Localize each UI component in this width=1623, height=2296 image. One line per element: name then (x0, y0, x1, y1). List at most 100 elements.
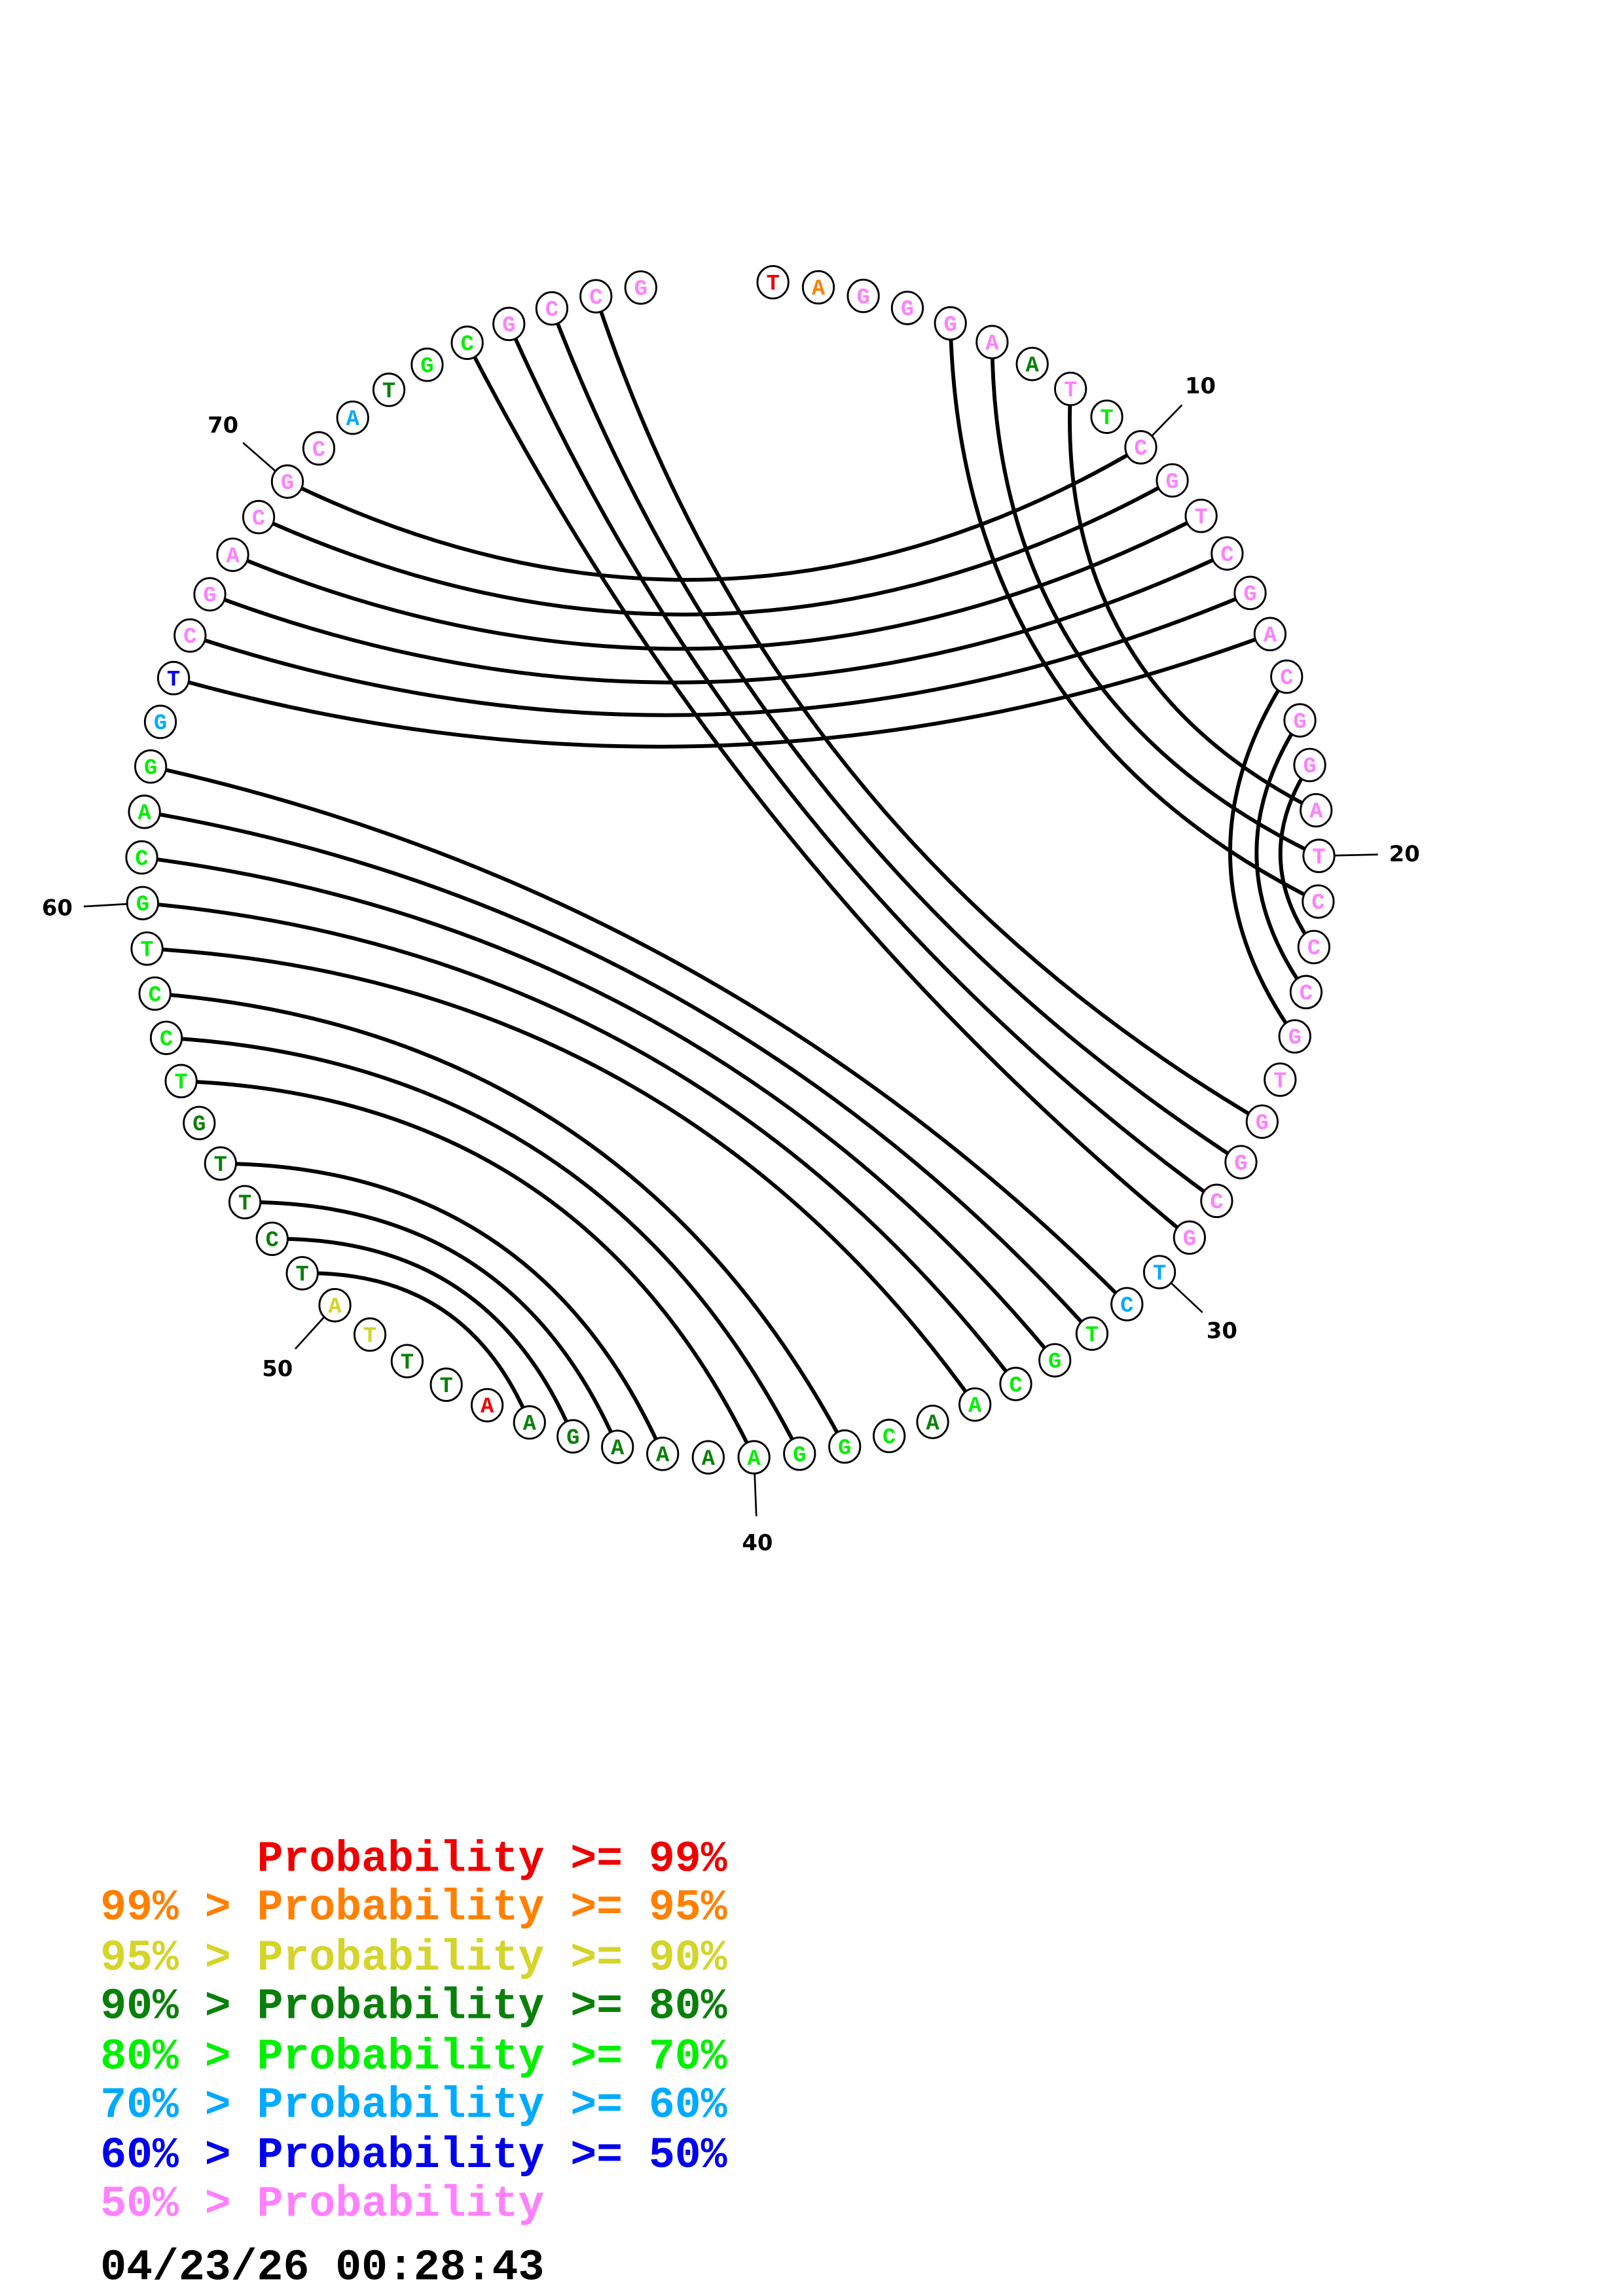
nucleotide: A (691, 1440, 725, 1475)
nucleotide-letter: C (1300, 982, 1313, 1007)
nucleotide: G (410, 348, 444, 382)
nucleotide: G (183, 1105, 216, 1141)
nucleotide-letter: A (523, 1412, 537, 1437)
legend-prefix: 50% > (100, 2180, 257, 2229)
nucleotide-letter: C (160, 1028, 173, 1052)
nucleotide-circle (1142, 1255, 1176, 1289)
nucleotide: C (999, 1367, 1032, 1401)
nucleotide: G (270, 464, 304, 499)
nucleotide-letter: T (766, 272, 779, 296)
nucleotide: G (934, 306, 967, 341)
nucleotide-circle (1293, 747, 1326, 783)
nucleotide: G (1293, 747, 1326, 783)
nucleotide: G (847, 278, 880, 314)
nucleotide: G (1283, 703, 1317, 738)
nucleotide-letter: T (1273, 1069, 1286, 1094)
nucleotide-letter: T (363, 1324, 376, 1349)
nucleotide-circle (1038, 1343, 1072, 1378)
nucleotide-letter: G (1288, 1026, 1302, 1051)
position-label: 30 (1207, 1318, 1237, 1343)
nucleotide: G (783, 1436, 816, 1471)
base-pair-arc (155, 992, 847, 1448)
nucleotide-circle (801, 270, 835, 305)
base-pair-arc (220, 1161, 665, 1455)
base-pair-arc (594, 295, 1264, 1124)
nucleotide: A (801, 270, 835, 305)
nucleotide: T (1090, 399, 1123, 434)
nucleotide: T (756, 264, 790, 300)
nucleotide-letter: T (1153, 1262, 1166, 1287)
nucleotide-letter: A (226, 545, 240, 569)
nucleotide-letter: T (1312, 846, 1325, 870)
nucleotide: A (1015, 346, 1049, 382)
nucleotide: C (1289, 975, 1323, 1010)
nucleotide: T (1142, 1255, 1176, 1289)
nucleotides: T A G GGAATTCGTCGACGGATCCCGTGGCGTCTGCAACGGA… (125, 264, 1336, 1475)
nucleotide: A (470, 1388, 504, 1423)
nucleotide-letter: G (420, 355, 433, 380)
nucleotide: T (390, 1344, 424, 1378)
nucleotide-letter: C (883, 1426, 896, 1450)
nucleotide: G (1233, 575, 1267, 611)
nucleotide-letter: A (985, 332, 999, 357)
nucleotide-circle (1278, 1019, 1311, 1054)
nucleotide-circle (492, 306, 526, 342)
nucleotide-letter: G (838, 1436, 851, 1461)
legend-prefix: 90% > (100, 1982, 257, 2032)
base-pair-arc (1254, 719, 1308, 994)
nucleotide: A (958, 1387, 992, 1422)
nucleotide-circle (890, 291, 924, 325)
nucleotide-letter: T (1194, 505, 1207, 530)
nucleotide-letter: T (382, 380, 395, 404)
nucleotide: T (204, 1146, 237, 1181)
nucleotide-circle (149, 1020, 183, 1055)
nucleotide-letter: G (281, 471, 294, 496)
nucleotide-circle (916, 1405, 949, 1439)
nucleotide-circle (302, 431, 336, 466)
nucleotide-letter: T (1085, 1323, 1099, 1348)
nucleotide-letter: A (926, 1412, 939, 1437)
base-pair-arc (150, 764, 1129, 1306)
nucleotide: C (1200, 1183, 1233, 1219)
nucleotide-circle (976, 325, 1009, 359)
nucleotide-letter: G (203, 584, 216, 609)
nucleotide-letter: T (1064, 378, 1077, 403)
nucleotide-circle (390, 1344, 424, 1378)
base-pair-arc (141, 855, 1057, 1362)
nucleotide-circle (1173, 1220, 1206, 1255)
nucleotide-circle (1224, 1145, 1258, 1179)
base-pair-arc (465, 342, 1191, 1240)
nucleotide-letter: T (296, 1263, 309, 1288)
nucleotide-letter: A (812, 277, 826, 302)
legend-text: Probability >= 80% (257, 1982, 727, 2032)
nucleotide-letter: C (460, 332, 473, 357)
nucleotide-letter: C (149, 983, 162, 1008)
legend-prefix: 60% > (100, 2131, 257, 2180)
nucleotide-circle (1302, 838, 1336, 873)
nucleotide-letter: C (1280, 666, 1293, 691)
nucleotide-circle (556, 1419, 590, 1454)
position-ticks: 10 20 30 40 50 60 70 (42, 373, 1420, 1555)
base-pair-arc (147, 946, 977, 1406)
nucleotide-circle (958, 1387, 992, 1422)
nucleotide-circle (999, 1367, 1032, 1401)
nucleotide: G (1038, 1343, 1072, 1378)
nucleotide: T (228, 1185, 262, 1219)
nucleotide-circle (513, 1405, 546, 1440)
position-label: 20 (1389, 841, 1420, 867)
nucleotide: A (128, 795, 161, 829)
nucleotide: G (1224, 1145, 1258, 1179)
nucleotide-circle (372, 372, 406, 407)
nucleotide: T (353, 1317, 387, 1352)
nucleotide-letter: T (238, 1192, 251, 1217)
nucleotide-circle (138, 976, 172, 1011)
nucleotide: C (242, 499, 276, 535)
nucleotide: T (1075, 1316, 1109, 1351)
base-pair-arc (257, 478, 1173, 617)
nucleotide: G (624, 270, 657, 305)
base-pair-arc (272, 1236, 575, 1437)
nucleotide: C (450, 325, 484, 360)
nucleotide: G (1278, 1019, 1311, 1054)
nucleotide-letter: G (154, 711, 167, 736)
